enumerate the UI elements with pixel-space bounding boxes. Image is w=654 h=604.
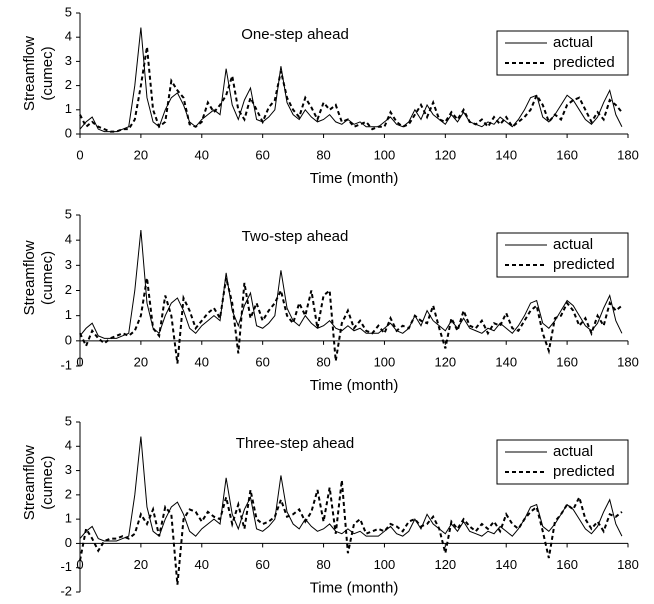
- y-tick-label: -1: [60, 357, 72, 372]
- x-tick-label: 100: [374, 557, 396, 572]
- series-line: [79, 436, 623, 542]
- y-tick-label: -1: [60, 559, 72, 574]
- y-axis-label: Streamflow: [21, 36, 38, 111]
- x-tick-label: 20: [134, 557, 148, 572]
- y-tick-label: 0: [65, 125, 72, 140]
- series-line: [79, 480, 623, 585]
- x-tick-label: 180: [617, 147, 639, 162]
- x-tick-label: 140: [495, 147, 517, 162]
- x-tick-label: 100: [374, 147, 396, 162]
- x-axis-label: Time (month): [310, 377, 399, 394]
- x-tick-label: 60: [255, 354, 269, 369]
- y-tick-label: 5: [65, 413, 72, 428]
- legend-label: actual: [553, 443, 593, 460]
- y-axis-label: (cumec): [39, 456, 56, 510]
- y-tick-label: 3: [65, 257, 72, 272]
- legend-label: predicted: [553, 256, 615, 273]
- x-tick-label: 0: [76, 354, 83, 369]
- y-axis-label: (cumec): [39, 46, 56, 100]
- x-tick-label: 40: [195, 557, 209, 572]
- y-tick-label: 2: [65, 486, 72, 501]
- x-tick-label: 180: [617, 557, 639, 572]
- y-tick-label: 1: [65, 101, 72, 116]
- legend-box: [496, 439, 629, 485]
- y-tick-label: 5: [65, 4, 72, 19]
- y-tick-label: 3: [65, 462, 72, 477]
- x-tick-label: 160: [556, 354, 578, 369]
- x-tick-label: 180: [617, 354, 639, 369]
- x-tick-label: 0: [76, 147, 83, 162]
- chart-title: One-step ahead: [241, 26, 349, 43]
- x-tick-label: 120: [434, 557, 456, 572]
- y-tick-label: 4: [65, 232, 72, 247]
- x-tick-label: 160: [556, 147, 578, 162]
- x-tick-label: 60: [255, 557, 269, 572]
- y-tick-label: -2: [60, 583, 72, 598]
- chart-title: Two-step ahead: [242, 228, 349, 245]
- x-axis-label: Time (month): [310, 170, 399, 187]
- x-tick-label: 120: [434, 147, 456, 162]
- x-tick-label: 80: [316, 557, 330, 572]
- y-tick-label: 3: [65, 53, 72, 68]
- legend-box: [496, 232, 629, 278]
- y-tick-label: 4: [65, 29, 72, 44]
- y-axis-label: (cumec): [39, 251, 56, 305]
- x-tick-label: 100: [374, 354, 396, 369]
- legend-label: actual: [553, 34, 593, 51]
- x-tick-label: 40: [195, 147, 209, 162]
- y-tick-label: 2: [65, 282, 72, 297]
- x-tick-label: 40: [195, 354, 209, 369]
- x-tick-label: 120: [434, 354, 456, 369]
- y-tick-label: 0: [65, 535, 72, 550]
- x-tick-label: 160: [556, 557, 578, 572]
- series-line: [79, 46, 623, 133]
- y-tick-label: 1: [65, 511, 72, 526]
- y-tick-label: 0: [65, 332, 72, 347]
- y-tick-label: 1: [65, 307, 72, 322]
- x-tick-label: 80: [316, 147, 330, 162]
- series-line: [79, 230, 623, 339]
- x-tick-label: 140: [495, 354, 517, 369]
- y-axis-label: Streamflow: [21, 240, 38, 315]
- legend-box: [496, 30, 629, 76]
- legend-label: predicted: [553, 54, 615, 71]
- x-tick-label: 0: [76, 557, 83, 572]
- chart-title: Three-step ahead: [236, 435, 354, 452]
- x-tick-label: 20: [134, 354, 148, 369]
- x-tick-label: 80: [316, 354, 330, 369]
- x-tick-label: 60: [255, 147, 269, 162]
- legend-label: predicted: [553, 463, 615, 480]
- series-line: [79, 277, 623, 364]
- y-axis-label: Streamflow: [21, 445, 38, 520]
- x-tick-label: 20: [134, 147, 148, 162]
- y-tick-label: 4: [65, 438, 72, 453]
- y-tick-label: 2: [65, 77, 72, 92]
- x-axis-label: Time (month): [310, 579, 399, 596]
- legend-label: actual: [553, 236, 593, 253]
- x-tick-label: 140: [495, 557, 517, 572]
- y-tick-label: 5: [65, 206, 72, 221]
